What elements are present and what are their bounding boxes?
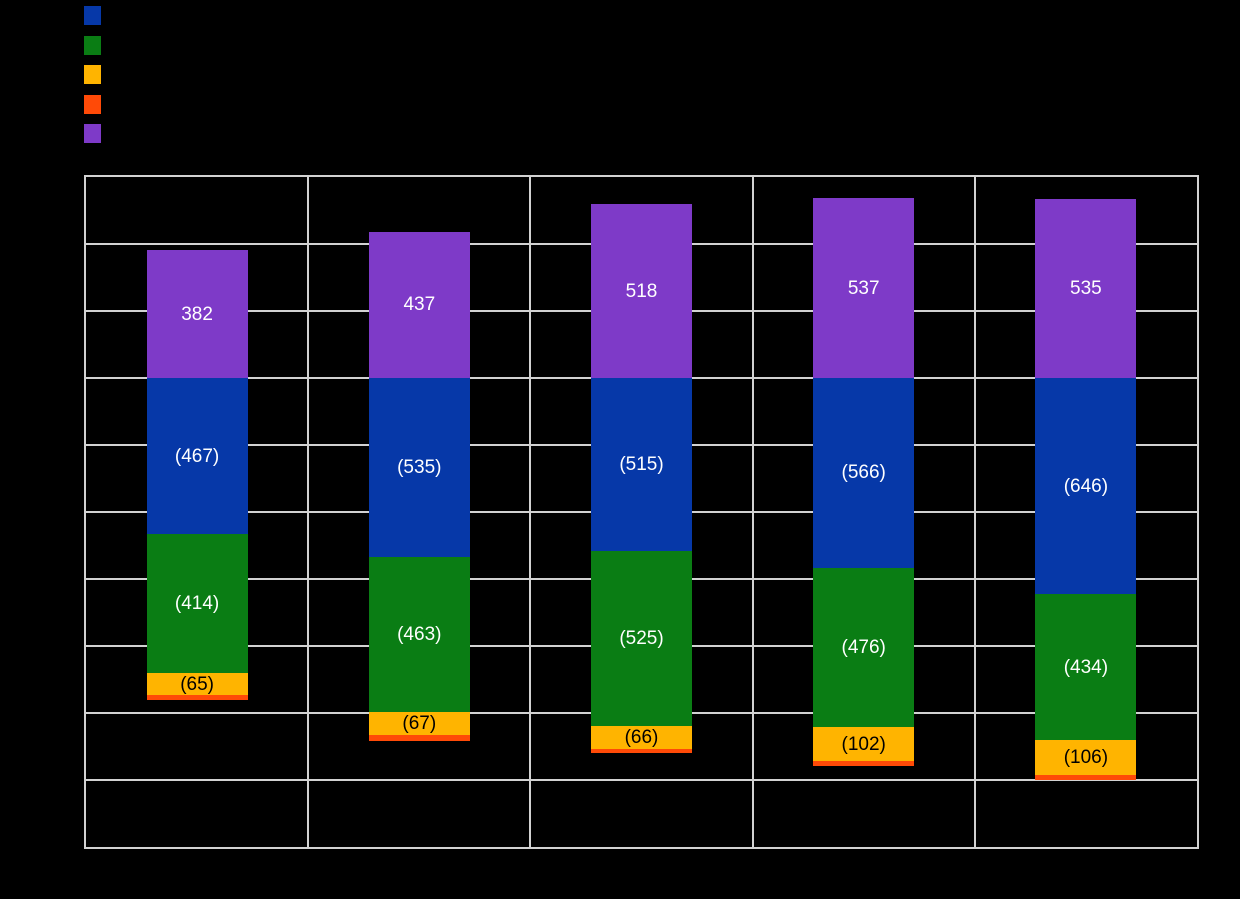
- bar-3-segment-green: (525): [591, 550, 692, 727]
- gridline-v: [529, 177, 532, 847]
- legend-swatch-purple: [84, 124, 101, 143]
- bar-4-label-orange: (102): [841, 733, 886, 755]
- bar-3-label-orange: (66): [624, 726, 659, 748]
- bar-5-segment-orange: (106): [1035, 739, 1137, 776]
- bar-1-segment-red: [146, 694, 248, 700]
- bar-5-segment-blue: (646): [1035, 378, 1137, 595]
- bar-4-segment-orange: (102): [813, 727, 915, 762]
- bar-1-label-purple: 382: [181, 303, 213, 325]
- bar-3-label-purple: 518: [625, 280, 658, 302]
- bar-5-segment-green: (434): [1035, 594, 1137, 740]
- bar-2-label-purple: 437: [403, 294, 436, 316]
- bar-3-segment-orange: (66): [591, 726, 692, 749]
- bar-1-segment-blue: (467): [146, 378, 248, 535]
- bar-5-segment-red: [1035, 775, 1137, 780]
- bar-1-segment-purple: 382: [146, 250, 248, 378]
- gridline-v: [307, 177, 310, 847]
- bar-4-label-purple: 537: [847, 277, 880, 299]
- bar-2-label-blue: (535): [397, 457, 442, 479]
- gridline-v: [973, 177, 976, 847]
- bar-1-segment-orange: (65): [146, 673, 248, 695]
- bar-4-segment-green: (476): [813, 567, 915, 728]
- bar-4-segment-purple: 537: [813, 198, 915, 378]
- legend-swatch-blue: [84, 6, 101, 25]
- bar-4-label-green: (476): [841, 636, 886, 658]
- bar-3-label-blue: (515): [619, 453, 664, 475]
- bar-2-segment-blue: (535): [368, 378, 470, 558]
- bar-2-segment-purple: 437: [368, 231, 470, 378]
- bar-1-label-green: (414): [174, 593, 220, 615]
- bar-4-label-blue: (566): [841, 462, 886, 484]
- bar-1-label-orange: (65): [180, 673, 214, 695]
- legend-swatch-green: [84, 35, 101, 55]
- bar-3-segment-purple: 518: [591, 204, 692, 378]
- bar-1-segment-green: (414): [146, 534, 248, 674]
- gridline-v: [751, 177, 754, 847]
- bar-1-label-blue: (467): [174, 445, 220, 467]
- bar-3-segment-blue: (515): [591, 378, 692, 551]
- legend-swatch-orange: [84, 65, 101, 84]
- bar-3-segment-red: [591, 748, 692, 754]
- bar-5-label-blue: (646): [1063, 475, 1109, 497]
- bar-5-segment-purple: 535: [1035, 198, 1137, 378]
- bar-2-label-orange: (67): [402, 713, 437, 735]
- bar-2-label-green: (463): [397, 624, 442, 646]
- gridline-h: [86, 779, 1197, 781]
- bar-4-segment-blue: (566): [813, 378, 915, 568]
- bar-5-label-purple: 535: [1070, 277, 1102, 299]
- bar-2-segment-red: [368, 734, 470, 741]
- bar-4-segment-red: [813, 761, 915, 767]
- bar-5-label-orange: (106): [1063, 747, 1109, 769]
- bar-3-label-green: (525): [619, 627, 664, 649]
- bar-5-label-green: (434): [1063, 656, 1109, 678]
- legend-swatch-red: [84, 94, 101, 114]
- bar-2-segment-orange: (67): [368, 712, 470, 735]
- bar-2-segment-green: (463): [368, 557, 470, 713]
- plot-area: 382 (467) (414) (65) 437 (535) (463) (67) 518 (51…: [84, 175, 1199, 849]
